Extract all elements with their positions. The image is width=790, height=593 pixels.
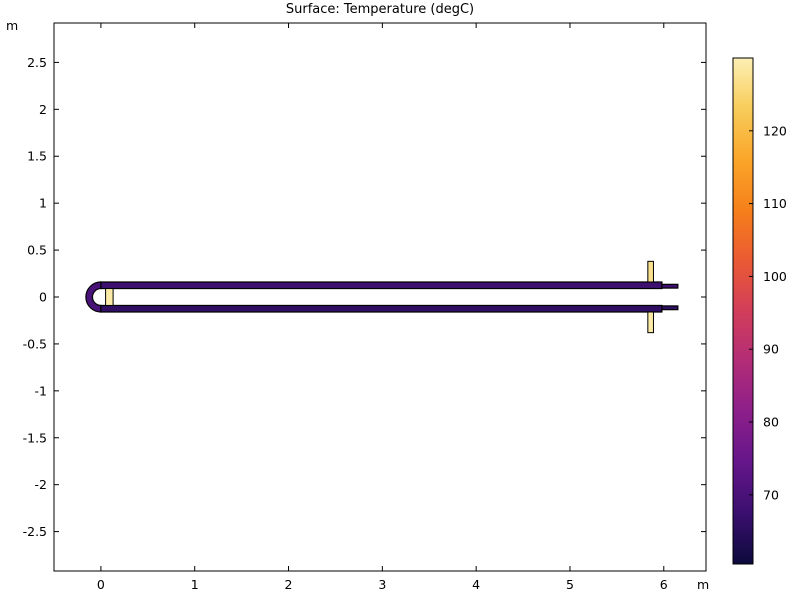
- x-tick-label: 1: [191, 577, 199, 592]
- x-tick-label: 2: [285, 577, 293, 592]
- plot-area: [53, 22, 707, 572]
- colorbar-axis: 120 110 100 90 80 70: [749, 123, 787, 502]
- colorbar-tick-label: 70: [763, 487, 779, 502]
- lower-tube: [100, 304, 663, 313]
- upper-tube: [100, 281, 663, 290]
- y-tick-label: -2: [35, 477, 47, 492]
- y-tick-label: 1: [39, 196, 47, 211]
- outlet-stub: [647, 311, 654, 334]
- y-axis: 2.5 2 1.5 1 0.5 0 -0.5 -1 -1.5 -2 -2.5: [23, 55, 706, 539]
- x-tick-label: 0: [97, 577, 105, 592]
- colorbar-tick-label: 100: [763, 269, 787, 284]
- y-tick-label: -2.5: [23, 524, 47, 539]
- inlet-stub: [647, 260, 654, 283]
- y-tick-label: 1.5: [27, 149, 47, 164]
- y-tick-label: -0.5: [23, 336, 47, 351]
- x-unit-label: m: [697, 577, 709, 592]
- x-tick-label: 5: [566, 577, 574, 592]
- colorbar-tick-label: 110: [763, 196, 787, 211]
- y-tick-label: -1: [35, 383, 47, 398]
- x-tick-label: 4: [472, 577, 480, 592]
- x-axis: 0 1 2 3 4 5 6: [97, 23, 668, 592]
- colorbar-tick-label: 80: [763, 415, 779, 430]
- x-tick-label: 3: [378, 577, 386, 592]
- plot-title: Surface: Temperature (degC): [286, 2, 474, 17]
- u-tube-geometry: [85, 260, 679, 334]
- y-tick-label: -1.5: [23, 430, 47, 445]
- y-tick-label: 0: [39, 290, 47, 305]
- lower-tube-outlet: [661, 305, 679, 311]
- colorbar-tick-label: 120: [763, 123, 787, 138]
- y-tick-label: 2: [39, 102, 47, 117]
- x-tick-label: 6: [660, 577, 668, 592]
- upper-tube-outlet: [661, 283, 679, 289]
- y-unit-label: m: [6, 18, 18, 33]
- colorbar: [732, 57, 754, 565]
- y-tick-label: 0.5: [27, 243, 47, 258]
- y-tick-label: 2.5: [27, 55, 47, 70]
- colorbar-tick-label: 90: [763, 342, 779, 357]
- bend-block: [105, 288, 114, 306]
